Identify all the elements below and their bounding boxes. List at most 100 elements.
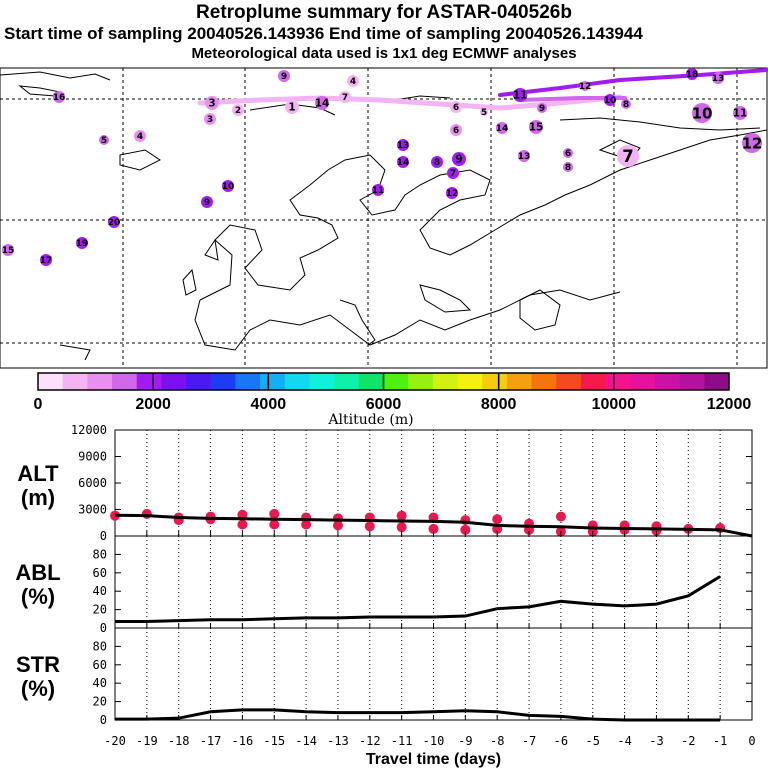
colorbar-segment: [260, 373, 286, 390]
series-line: [114, 513, 753, 538]
ytick-label: 60: [93, 658, 107, 672]
map-marker: 18: [686, 68, 698, 80]
colorbar-segment: [432, 373, 459, 390]
marker-label: 4: [137, 132, 143, 142]
colorbar-segment: [186, 373, 212, 390]
marker-label: 6: [565, 149, 571, 159]
x-axis-label: Travel time (days): [366, 751, 501, 768]
marker-dot: [496, 122, 508, 134]
alt-scatter-point: [428, 523, 439, 534]
ytick-label: 6000: [78, 476, 107, 490]
plume-line-mid: [197, 94, 623, 111]
met-data-note: Meteorological data used is 1x1 deg ECMW…: [191, 45, 577, 62]
marker-label: 1: [288, 102, 295, 114]
map-marker: 12: [742, 133, 762, 153]
marker-label: 15: [529, 122, 544, 134]
colorbar-segment: [112, 373, 138, 390]
map-marker: 4: [347, 75, 359, 87]
colorbar-segment: [334, 373, 360, 390]
marker-dot: [205, 96, 219, 110]
marker-label: 14: [315, 98, 330, 110]
colorbar-segment: [556, 373, 582, 390]
marker-dot: [537, 103, 547, 113]
map-marker: 11: [372, 184, 384, 196]
marker-dot: [733, 106, 747, 120]
colorbar-tick-label: 6000: [366, 396, 402, 413]
ytick-label: 0: [100, 529, 107, 543]
alt-scatter-point: [396, 510, 407, 521]
marker-label: 10: [604, 96, 617, 106]
colorbar-segment: [358, 373, 384, 390]
map-marker: 3: [204, 113, 216, 125]
map-marker: 9: [452, 152, 466, 166]
alt-scatter-point: [364, 521, 375, 532]
marker-label: 17: [40, 256, 53, 266]
marker-label: 9: [204, 198, 210, 208]
map-marker: 20: [108, 216, 121, 228]
marker-label: 7: [450, 169, 456, 179]
marker-label: 15: [2, 246, 15, 256]
map-marker: 9: [278, 70, 290, 82]
map-marker: 4: [134, 130, 146, 142]
ytick-label: 9000: [78, 450, 107, 464]
map-marker: 14: [496, 122, 508, 134]
alt-scatter-point: [332, 520, 343, 531]
marker-dot: [621, 99, 631, 109]
marker-dot: [450, 101, 462, 113]
colorbar: 0 2000 4000 6000 8000 10000 12000: [34, 372, 751, 413]
alt-scatter-point: [555, 511, 566, 522]
map-marker: 11: [733, 106, 747, 120]
xtick-label: -4: [617, 734, 631, 748]
map-marker: 12: [579, 81, 592, 92]
map-marker: 9: [537, 103, 547, 114]
xtick-label: -20: [104, 734, 126, 748]
ytick-label: 12000: [71, 423, 107, 437]
marker-dot: [518, 150, 530, 162]
colorbar-segment: [284, 373, 310, 390]
ytick-label: 60: [93, 566, 107, 580]
xtick-label: -3: [649, 734, 663, 748]
marker-label: 2: [235, 106, 241, 116]
map-marker: 19: [76, 237, 88, 249]
colorbar-segment: [235, 373, 261, 390]
map-marker: 1: [285, 100, 299, 114]
marker-label: 12: [579, 82, 592, 92]
marker-label: 10: [222, 182, 235, 192]
alt-scatter-point: [396, 522, 407, 533]
marker-label: 5: [101, 136, 107, 146]
xtick-label: -1: [713, 734, 727, 748]
marker-dot: [529, 120, 543, 134]
marker-dot: [339, 91, 351, 103]
colorbar-label: Altitude (m): [327, 412, 413, 428]
marker-dot: [134, 130, 146, 142]
marker-dot: [278, 70, 290, 82]
xtick-label: -10: [423, 734, 445, 748]
map-marker: 13: [712, 72, 724, 84]
colorbar-segment: [679, 373, 705, 390]
ytick-label: 20: [93, 603, 107, 617]
marker-label: 8: [565, 163, 571, 173]
marker-dot: [397, 156, 409, 168]
map-marker: 3: [205, 96, 219, 110]
marker-label: 13: [518, 152, 531, 162]
map-marker: 7: [617, 145, 639, 167]
marker-dot: [315, 96, 329, 110]
marker-label: 20: [108, 218, 121, 228]
colorbar-segment: [87, 373, 113, 390]
marker-dot: [397, 139, 409, 151]
marker-label: 5: [481, 108, 487, 118]
colorbar-segment: [654, 373, 681, 390]
map-marker: 10: [692, 103, 712, 123]
panel-ylabel: ALT: [17, 461, 59, 486]
colorbar-segment: [136, 373, 162, 390]
marker-dot: [604, 94, 616, 106]
ytick-label: 0: [100, 713, 107, 727]
marker-dot: [431, 156, 443, 168]
marker-label: 3: [208, 98, 215, 110]
xtick-label: -18: [168, 734, 190, 748]
panel-ylabel: ABL: [15, 560, 60, 585]
map-marker: 11: [513, 88, 527, 102]
map-marker: 8: [621, 99, 631, 110]
marker-dot: [686, 68, 698, 80]
